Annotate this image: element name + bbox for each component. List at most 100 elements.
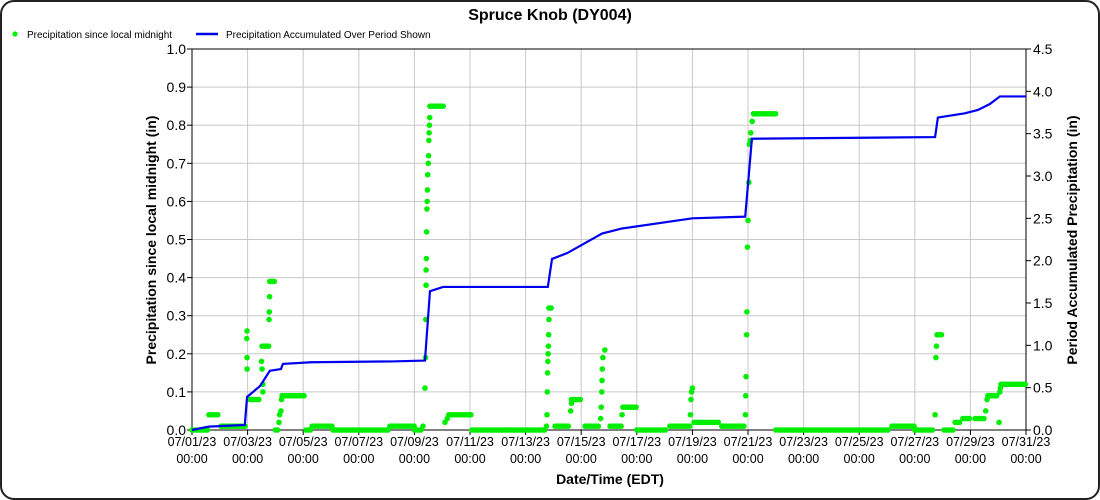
daily-precip-point: [426, 122, 433, 128]
daily-precip-point: [686, 423, 693, 429]
daily-precip-point: [966, 415, 973, 422]
daily-precip-point: [266, 293, 273, 300]
y2-axis-title: Period Accumulated Precipitation (in): [1064, 115, 1080, 364]
daily-precip-point: [214, 411, 221, 418]
x-tick-time: 00:00: [732, 452, 763, 466]
daily-precip-point: [265, 343, 272, 349]
daily-precip-point: [546, 316, 552, 323]
y-tick-label: 0.9: [167, 79, 187, 95]
y2-tick-label: 0.0: [1033, 422, 1053, 438]
daily-precip-point: [949, 427, 956, 433]
daily-precip-point: [929, 427, 936, 433]
daily-precip-point: [244, 354, 250, 361]
daily-precip-point: [440, 103, 446, 109]
x-tick-date: 07/05/23: [279, 435, 328, 449]
legend-label-daily: Precipitation since local midnight: [27, 30, 172, 41]
y2-tick-label: 3.5: [1033, 126, 1053, 142]
x-tick-time: 00:00: [343, 452, 374, 466]
daily-precip-point: [598, 389, 605, 395]
x-tick-date: 07/25/23: [835, 435, 884, 449]
daily-precip-point: [743, 373, 749, 380]
daily-precip-point: [544, 370, 551, 376]
daily-precip-point: [577, 396, 584, 403]
x-tick-date: 07/23/23: [779, 435, 828, 449]
daily-precip-point: [259, 366, 265, 372]
daily-precip-point: [981, 415, 987, 422]
daily-precip-point: [633, 404, 639, 410]
daily-precip-point: [689, 385, 696, 391]
daily-precip-point: [984, 396, 990, 403]
daily-precip-point: [743, 331, 750, 338]
x-tick-time: 00:00: [844, 452, 875, 466]
daily-precip-point: [424, 206, 430, 212]
daily-precip-point: [423, 255, 430, 262]
x-tick-date: 07/29/23: [946, 435, 995, 449]
x-tick-time: 00:00: [899, 452, 930, 466]
y-tick-label: 0.8: [167, 117, 187, 133]
daily-precip-point: [276, 419, 282, 426]
daily-precip-point: [749, 118, 755, 125]
chart-title: Spruce Knob (DY004): [468, 7, 632, 24]
x-tick-date: 07/11/23: [446, 435, 494, 449]
daily-precip-point: [745, 217, 751, 224]
x-tick-time: 00:00: [288, 452, 319, 466]
daily-precip-point: [993, 392, 1000, 399]
legend-dot-icon: [12, 31, 18, 37]
daily-precip-point: [548, 305, 554, 311]
y-tick-label: 0.0: [167, 422, 187, 438]
y2-tick-label: 3.0: [1033, 168, 1053, 184]
daily-precip-point: [278, 408, 284, 414]
y2-tick-label: 2.5: [1033, 210, 1053, 226]
daily-precip-point: [424, 171, 431, 178]
daily-precip-point: [599, 366, 606, 372]
daily-precip-point: [618, 423, 624, 429]
daily-precip-point: [266, 316, 272, 323]
x-tick-date: 07/03/23: [223, 435, 272, 449]
daily-precip-point: [543, 423, 550, 429]
x-tick-time: 00:00: [510, 452, 541, 466]
y2-tick-label: 2.0: [1033, 253, 1053, 269]
daily-precip-point: [545, 331, 552, 338]
daily-precip-point: [599, 377, 605, 384]
daily-precip-point: [1022, 381, 1028, 388]
y-tick-label: 0.5: [167, 232, 187, 248]
daily-precip-point: [426, 130, 432, 136]
daily-precip-point: [544, 411, 550, 418]
daily-precip-point: [274, 427, 281, 433]
x-tick-date: 07/19/23: [668, 435, 717, 449]
daily-precip-point: [715, 419, 722, 426]
daily-precip-point: [933, 343, 940, 349]
x-tick-date: 07/31/23: [1002, 435, 1051, 449]
daily-precip-point: [278, 396, 285, 403]
y2-tick-label: 4.0: [1033, 83, 1053, 99]
x-tick-time: 00:00: [621, 452, 652, 466]
y-tick-label: 0.3: [167, 308, 187, 324]
x-tick-time: 00:00: [1010, 452, 1041, 466]
y-tick-label: 0.1: [167, 384, 187, 400]
daily-precip-point: [742, 411, 749, 418]
daily-precip-point: [598, 404, 605, 410]
daily-precip-point: [741, 423, 747, 429]
daily-precip-point: [425, 160, 432, 167]
daily-precip-point: [468, 411, 474, 418]
daily-precip-point: [422, 385, 428, 391]
x-tick-date: 07/21/23: [724, 435, 773, 449]
daily-precip-point: [258, 358, 265, 365]
daily-precip-point: [271, 278, 278, 285]
x-tick-date: 07/01/23: [168, 435, 217, 449]
accumulated-precip-line: [191, 95, 1026, 432]
daily-precip-point: [982, 408, 989, 414]
x-tick-date: 07/17/23: [612, 435, 661, 449]
daily-precip-point: [426, 114, 433, 121]
daily-precip-point: [244, 366, 250, 372]
x-tick-time: 00:00: [454, 452, 485, 466]
daily-precip-point: [424, 187, 431, 193]
x-tick-date: 07/27/23: [890, 435, 939, 449]
daily-precip-point: [243, 335, 250, 342]
daily-precip-point: [772, 110, 779, 117]
daily-precip-point: [619, 411, 625, 418]
daily-precip-point: [932, 411, 938, 418]
daily-precip-point: [266, 309, 273, 315]
